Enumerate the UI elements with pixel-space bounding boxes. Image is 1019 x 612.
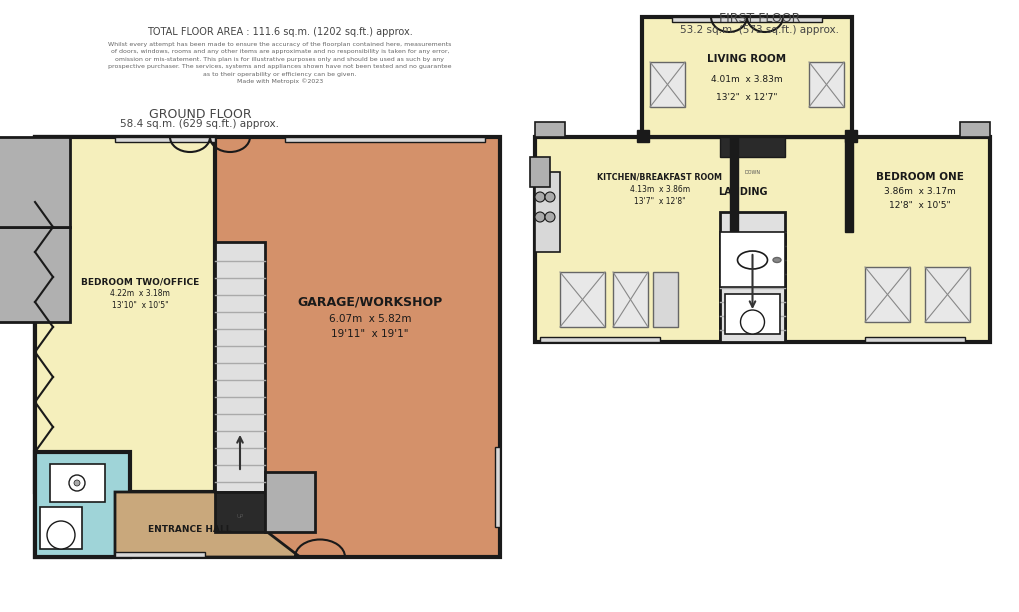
Bar [844, 130, 856, 142]
Text: 4.01m  x 3.83m: 4.01m x 3.83m [710, 75, 782, 84]
Circle shape [69, 475, 85, 491]
Bar [535, 172, 559, 252]
Circle shape [544, 212, 554, 222]
Text: BEDROOM ONE: BEDROOM ONE [875, 172, 963, 182]
Bar [730, 137, 738, 232]
Bar [0, 137, 70, 227]
Bar [284, 137, 484, 142]
Bar [612, 272, 647, 327]
Text: 58.4 sq.m. (629 sq.ft.) approx.: 58.4 sq.m. (629 sq.ft.) approx. [120, 119, 279, 129]
Bar [0, 227, 70, 322]
Text: 12'8"  x 10'5": 12'8" x 10'5" [889, 201, 950, 211]
Bar [924, 267, 969, 322]
Text: as to their operability or efficiency can be given.: as to their operability or efficiency ca… [203, 72, 357, 76]
Bar [864, 267, 909, 322]
Circle shape [544, 192, 554, 202]
Text: 4.22m  x 3.18m: 4.22m x 3.18m [110, 289, 170, 299]
Bar [535, 137, 989, 342]
Bar [844, 137, 852, 232]
Text: UP: UP [236, 513, 244, 518]
Text: 13'2"  x 12'7": 13'2" x 12'7" [715, 93, 777, 102]
Bar [115, 552, 205, 557]
Text: 53.2 sq.m. (573 sq.ft.) approx.: 53.2 sq.m. (573 sq.ft.) approx. [680, 25, 839, 35]
Ellipse shape [737, 251, 766, 269]
Text: omission or mis-statement. This plan is for illustrative purposes only and shoul: omission or mis-statement. This plan is … [115, 56, 444, 61]
Bar [35, 137, 499, 557]
Bar [530, 157, 549, 187]
Bar [215, 492, 265, 532]
Bar [719, 137, 785, 157]
Text: 19'11"  x 19'1": 19'11" x 19'1" [331, 329, 409, 339]
Circle shape [535, 192, 544, 202]
Polygon shape [115, 492, 300, 557]
Bar [215, 242, 265, 492]
Ellipse shape [772, 258, 781, 263]
Bar [652, 272, 678, 327]
Text: BEDROOM TWO/OFFICE: BEDROOM TWO/OFFICE [81, 277, 199, 286]
Circle shape [47, 521, 75, 549]
Bar [649, 62, 685, 107]
Text: GROUND FLOOR: GROUND FLOOR [149, 108, 251, 121]
Text: TOTAL FLOOR AREA : 111.6 sq.m. (1202 sq.ft.) approx.: TOTAL FLOOR AREA : 111.6 sq.m. (1202 sq.… [147, 27, 413, 37]
Bar [719, 232, 785, 287]
Bar [539, 337, 659, 342]
Bar [672, 17, 821, 22]
Circle shape [740, 310, 764, 334]
Circle shape [535, 212, 544, 222]
Text: GARAGE/WORKSHOP: GARAGE/WORKSHOP [298, 296, 442, 308]
Bar [35, 137, 215, 492]
Text: Made with Metropix ©2023: Made with Metropix ©2023 [236, 79, 323, 84]
Text: of doors, windows, rooms and any other items are approximate and no responsibili: of doors, windows, rooms and any other i… [111, 49, 448, 54]
Bar [725, 294, 780, 334]
Bar [959, 122, 989, 137]
Text: prospective purchaser. The services, systems and appliances shown have not been : prospective purchaser. The services, sys… [108, 64, 451, 69]
Bar [115, 137, 215, 142]
Text: KITCHEN/BREAKFAST ROOM: KITCHEN/BREAKFAST ROOM [597, 173, 721, 182]
Bar [494, 447, 499, 527]
Bar [50, 464, 105, 502]
Text: Whilst every attempt has been made to ensure the accuracy of the floorplan conta: Whilst every attempt has been made to en… [108, 42, 451, 47]
Text: DOWN: DOWN [744, 170, 760, 174]
Text: 6.07m  x 5.82m: 6.07m x 5.82m [328, 314, 411, 324]
Bar [808, 62, 843, 107]
Text: 3.86m  x 3.17m: 3.86m x 3.17m [883, 187, 955, 196]
Bar [559, 272, 604, 327]
Bar [265, 472, 315, 532]
Bar [719, 212, 785, 342]
Text: 4.13m  x 3.86m: 4.13m x 3.86m [630, 185, 690, 195]
Bar [535, 122, 565, 137]
Bar [35, 452, 129, 557]
Text: 13'7"  x 12'8": 13'7" x 12'8" [634, 198, 685, 206]
Text: 13'10"  x 10'5": 13'10" x 10'5" [111, 300, 168, 310]
Bar [40, 507, 82, 549]
Bar [641, 17, 851, 137]
Text: LIVING ROOM: LIVING ROOM [707, 54, 786, 64]
Text: ENTRANCE HALL: ENTRANCE HALL [148, 526, 231, 534]
Text: FIRST FLOOR: FIRST FLOOR [718, 12, 800, 24]
Text: LANDING: LANDING [717, 187, 766, 197]
Bar [719, 232, 785, 342]
Bar [864, 337, 964, 342]
Circle shape [74, 480, 79, 486]
Bar [637, 130, 648, 142]
